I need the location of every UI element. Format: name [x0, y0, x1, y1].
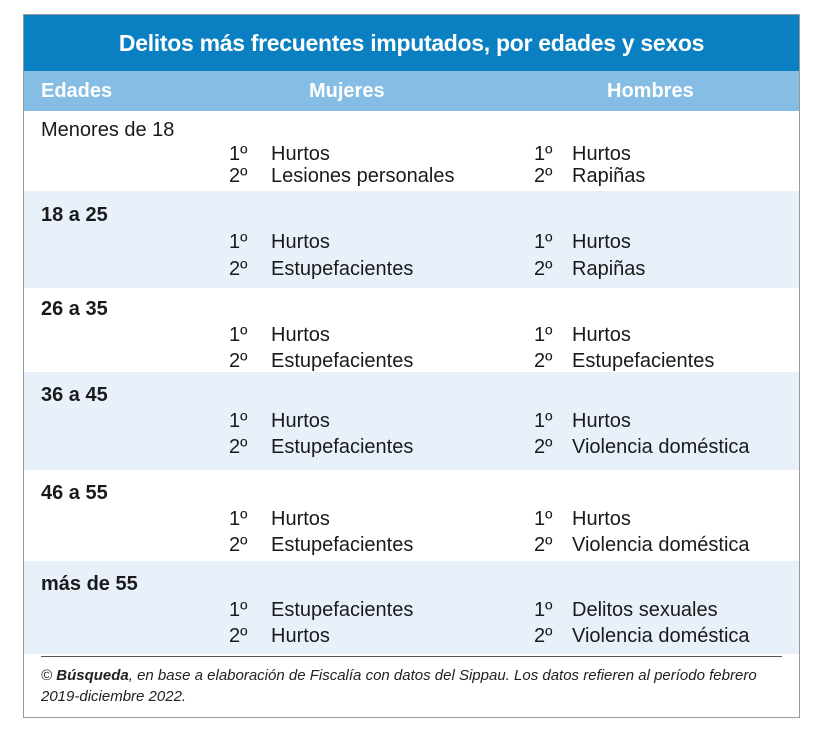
men-crime: Violencia doméstica	[572, 534, 750, 556]
men-crime: Hurtos	[572, 324, 631, 346]
men-rank: 1º	[534, 143, 553, 165]
men-rank: 1º	[534, 324, 553, 346]
men-crime: Hurtos	[572, 231, 631, 253]
men-crime: Hurtos	[572, 410, 631, 432]
copyright-symbol: ©	[41, 667, 53, 684]
age-group-label: 46 a 55	[41, 482, 108, 504]
women-crime: Estupefacientes	[271, 350, 414, 372]
women-crime: Estupefacientes	[271, 534, 414, 556]
men-crime: Delitos sexuales	[572, 599, 718, 621]
age-group-label: Menores de 18	[41, 119, 175, 141]
women-crime: Estupefacientes	[271, 599, 414, 621]
table-row: 36 a 45 1º Hurtos 2º Estupefacientes 1º Hurtos…	[24, 372, 799, 470]
men-crime: Rapiñas	[572, 258, 646, 280]
men-rank: 1º	[534, 599, 553, 621]
header-age: Edades	[41, 80, 113, 102]
table-row: 18 a 25 1º Hurtos 2º Estupefacientes 1º Hurtos…	[24, 191, 799, 288]
source-name: Búsqueda	[56, 667, 129, 684]
table-frame: Delitos más frecuentes imputados, por ed…	[23, 14, 800, 718]
men-crime: Rapiñas	[572, 165, 646, 187]
women-crime: Hurtos	[271, 143, 330, 165]
women-crime: Estupefacientes	[271, 436, 414, 458]
age-group-label: más de 55	[41, 573, 138, 595]
women-crime: Hurtos	[271, 324, 330, 346]
header-women: Mujeres	[309, 80, 385, 102]
men-crime: Violencia doméstica	[572, 436, 750, 458]
table-row: 26 a 35 1º Hurtos 2º Estupefacientes 1º Hurtos…	[24, 288, 799, 372]
men-rank: 1º	[534, 410, 553, 432]
men-crime: Estupefacientes	[572, 350, 715, 372]
women-rank: 2º	[229, 165, 248, 187]
table-row: más de 55 1º Estupefacientes 2º Hurtos 1º Deli…	[24, 561, 799, 654]
women-crime: Hurtos	[271, 508, 330, 530]
table-row: 46 a 55 1º Hurtos 2º Estupefacientes 1º Hurtos…	[24, 470, 799, 561]
men-crime: Hurtos	[572, 508, 631, 530]
footer-divider	[41, 656, 782, 657]
women-crime: Lesiones personales	[271, 165, 455, 187]
men-rank: 2º	[534, 258, 553, 280]
men-crime: Violencia doméstica	[572, 625, 750, 647]
men-crime: Hurtos	[572, 143, 631, 165]
women-crime: Estupefacientes	[271, 258, 414, 280]
men-rank: 2º	[534, 625, 553, 647]
age-group-label: 36 a 45	[41, 384, 108, 406]
column-header-row: Edades Mujeres Hombres	[24, 71, 799, 111]
women-crime: Hurtos	[271, 625, 330, 647]
men-rank: 2º	[534, 165, 553, 187]
source-text: , en base a elaboración de Fiscalía con …	[41, 667, 757, 705]
table-body: Menores de 18 1º Hurtos 2º Lesiones personal…	[24, 111, 799, 654]
women-rank: 1º	[229, 508, 248, 530]
header-men: Hombres	[607, 80, 694, 102]
age-group-label: 26 a 35	[41, 298, 108, 320]
men-rank: 1º	[534, 231, 553, 253]
women-rank: 1º	[229, 410, 248, 432]
women-rank: 2º	[229, 258, 248, 280]
men-rank: 2º	[534, 350, 553, 372]
men-rank: 2º	[534, 436, 553, 458]
men-rank: 1º	[534, 508, 553, 530]
source-note: © Búsqueda, en base a elaboración de Fis…	[41, 665, 791, 707]
women-rank: 2º	[229, 350, 248, 372]
women-crime: Hurtos	[271, 231, 330, 253]
table-title: Delitos más frecuentes imputados, por ed…	[24, 15, 799, 71]
women-rank: 2º	[229, 534, 248, 556]
women-rank: 1º	[229, 324, 248, 346]
women-crime: Hurtos	[271, 410, 330, 432]
age-group-label: 18 a 25	[41, 204, 108, 226]
women-rank: 1º	[229, 143, 248, 165]
women-rank: 1º	[229, 231, 248, 253]
women-rank: 1º	[229, 599, 248, 621]
table-row: Menores de 18 1º Hurtos 2º Lesiones personal…	[24, 111, 799, 191]
men-rank: 2º	[534, 534, 553, 556]
women-rank: 2º	[229, 625, 248, 647]
women-rank: 2º	[229, 436, 248, 458]
